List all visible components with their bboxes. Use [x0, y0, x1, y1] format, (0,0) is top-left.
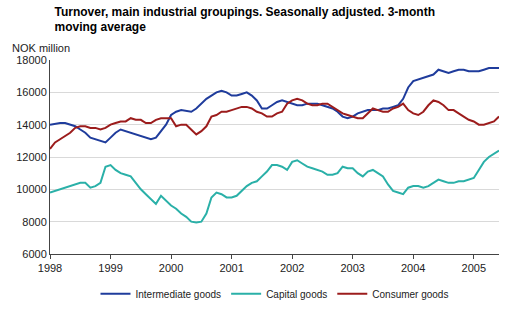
svg-text:2002: 2002 [280, 262, 304, 274]
svg-text:2000: 2000 [159, 262, 183, 274]
svg-text:NOK million: NOK million [12, 42, 70, 54]
svg-text:6000: 6000 [22, 248, 46, 260]
svg-text:8000: 8000 [22, 216, 46, 228]
svg-text:Consumer goods: Consumer goods [372, 289, 448, 300]
svg-text:Turnover, main industrial grou: Turnover, main industrial groupings. Sea… [54, 5, 435, 35]
svg-text:1998: 1998 [38, 262, 62, 274]
svg-text:10000: 10000 [16, 183, 47, 195]
svg-text:12000: 12000 [16, 151, 47, 163]
svg-text:2001: 2001 [219, 262, 243, 274]
svg-text:Intermediate goods: Intermediate goods [136, 289, 222, 300]
svg-text:2005: 2005 [462, 262, 486, 274]
svg-text:16000: 16000 [16, 86, 47, 98]
svg-text:Capital goods: Capital goods [266, 289, 327, 300]
svg-text:2004: 2004 [401, 262, 425, 274]
svg-text:2003: 2003 [340, 262, 364, 274]
svg-text:1999: 1999 [98, 262, 122, 274]
svg-text:18000: 18000 [16, 54, 47, 66]
svg-text:14000: 14000 [16, 119, 47, 131]
